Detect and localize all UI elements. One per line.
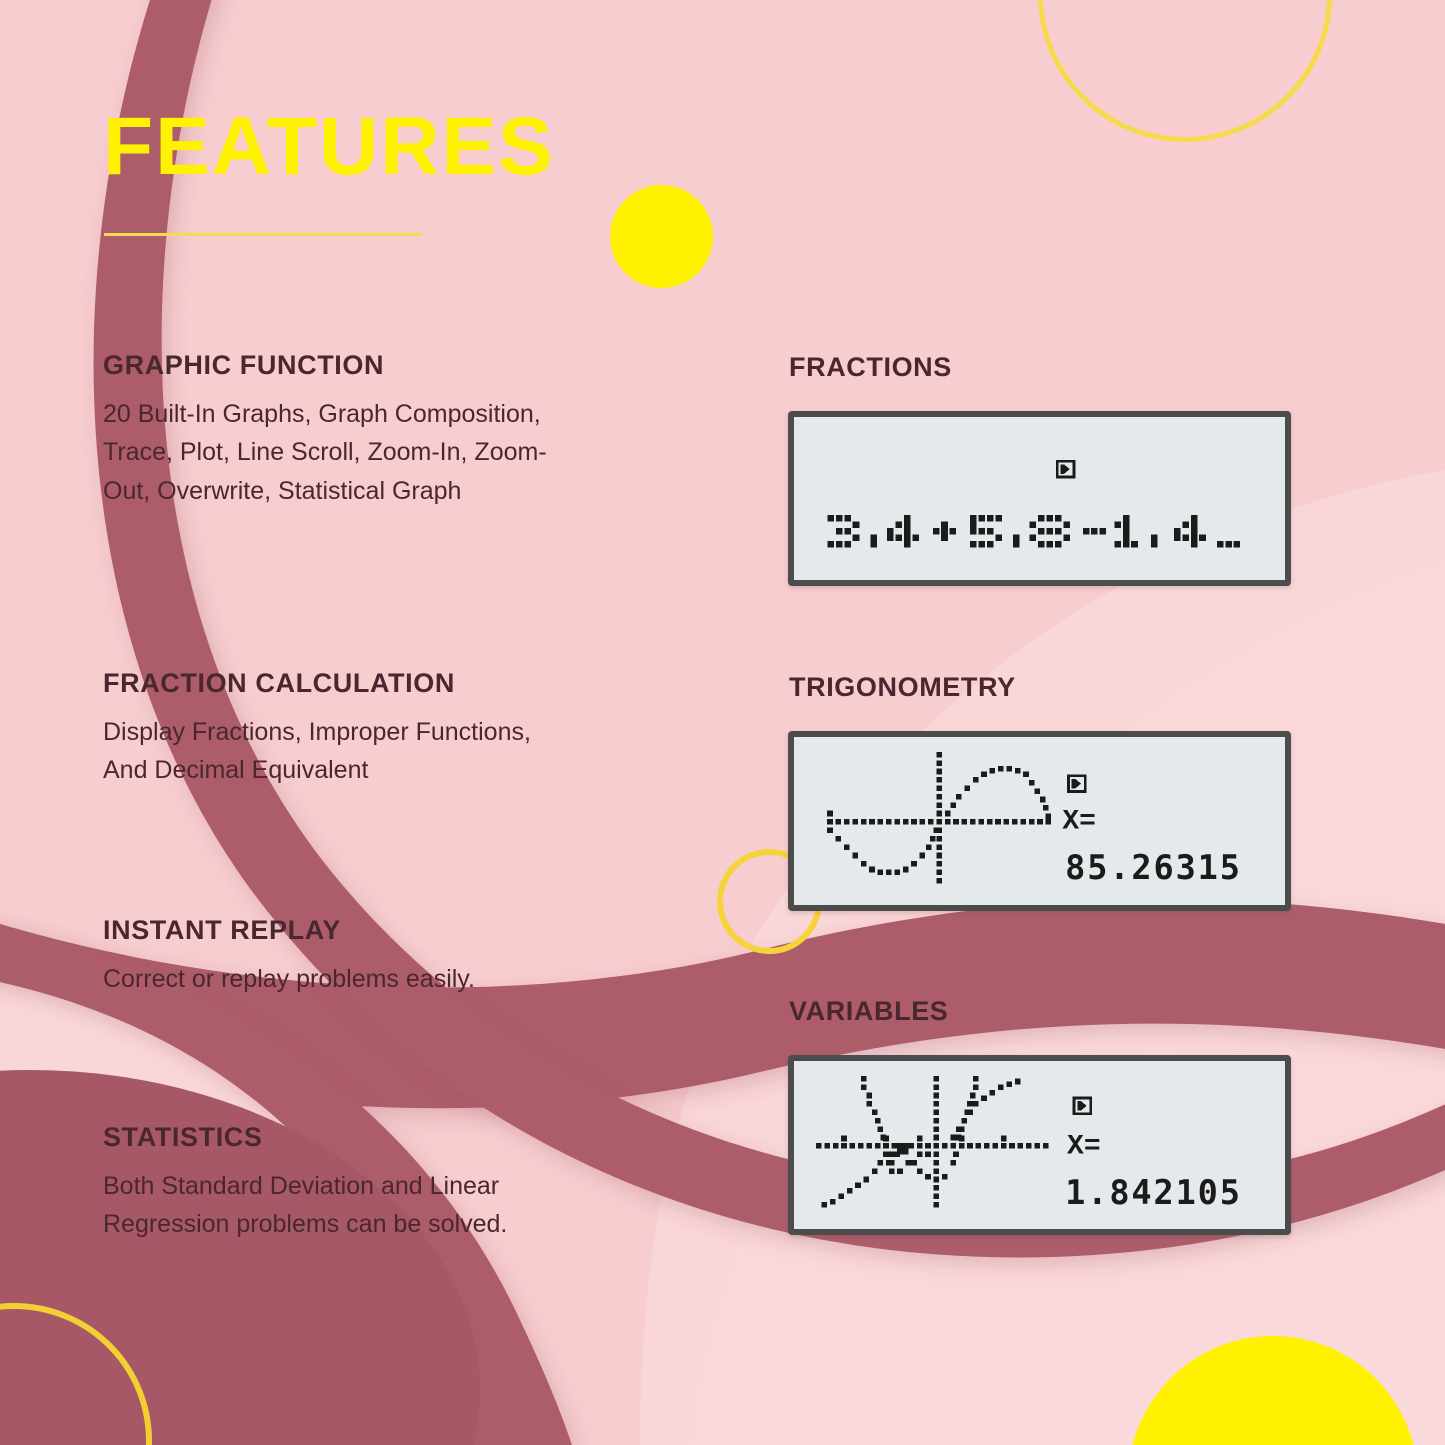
feature-body: Display Fractions, Improper Functions, A… [103,718,531,785]
lcd-x-label: X= [1062,806,1096,837]
lcd-indicator-d [1055,459,1076,479]
feature-heading: INSTANT REPLAY [103,915,341,945]
feature-heading: GRAPHIC FUNCTION [103,350,385,380]
feature-fraction-calculation: FRACTION CALCULATION Display Fractions, … [103,668,573,790]
lcd-sine-graph [827,751,1052,884]
feature-heading: FRACTIONS [789,352,952,382]
lcd-expression-dots [827,514,1241,548]
feature-body: Correct or replay problems easily. [103,965,475,993]
feature-body: Both Standard Deviation and Linear Regre… [103,1172,508,1239]
lcd-screen-trigonometry: X= 85.26315 [788,731,1291,911]
feature-heading: STATISTICS [103,1122,263,1152]
feature-fractions: FRACTIONS [789,352,1309,397]
feature-statistics: STATISTICS Both Standard Deviation and L… [103,1122,593,1244]
lcd-indicator-d [1072,1096,1093,1116]
feature-heading: FRACTION CALCULATION [103,668,455,698]
yellow-ring-top-right-icon [1038,0,1332,142]
yellow-dot-top-icon [610,185,713,288]
yellow-dot-bottom-right-icon [1128,1336,1418,1445]
feature-heading: VARIABLES [789,996,949,1026]
lcd-value: 85.26315 [1065,848,1242,887]
feature-trigonometry: TRIGONOMETRY [789,672,1309,717]
feature-body: 20 Built-In Graphs, Graph Composition, T… [103,400,547,505]
lcd-indicator-d [1067,774,1087,793]
lcd-screen-fractions: 3.4+5.8-1.4_ [788,411,1291,586]
page-title: FEATURES [103,101,555,192]
lcd-multi-line-graph [815,1075,1049,1208]
lcd-x-label: X= [1067,1131,1101,1162]
feature-instant-replay: INSTANT REPLAY Correct or replay problem… [103,915,573,998]
lcd-screen-variables: X= 1.842105 [788,1055,1291,1235]
feature-heading: TRIGONOMETRY [789,672,1016,702]
title-underline-divider [104,233,422,236]
feature-graphic-function: GRAPHIC FUNCTION 20 Built-In Graphs, Gra… [103,350,573,510]
feature-variables: VARIABLES [789,996,1309,1041]
yellow-ring-bottom-left-icon [0,1303,152,1445]
lcd-value: 1.842105 [1065,1173,1242,1212]
